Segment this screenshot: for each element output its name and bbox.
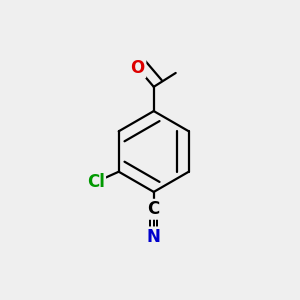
Text: Cl: Cl (87, 173, 105, 191)
Text: N: N (147, 228, 161, 246)
Text: C: C (148, 200, 160, 218)
Text: O: O (130, 59, 145, 77)
